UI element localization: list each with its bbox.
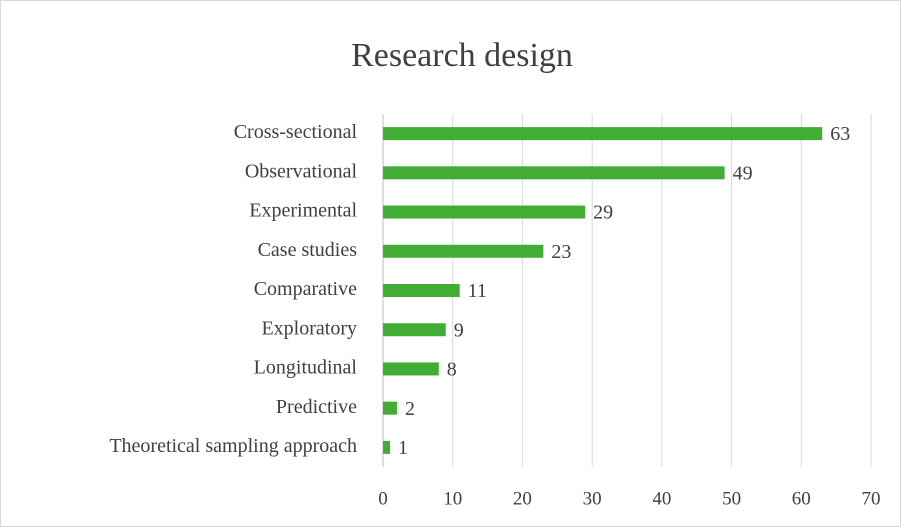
- y-tick-label: Theoretical sampling approach: [109, 435, 357, 457]
- bar: [383, 401, 397, 415]
- x-tick-label: 10: [443, 488, 462, 509]
- data-label: 49: [733, 162, 753, 184]
- data-label: 2: [405, 398, 415, 420]
- bar: [383, 205, 586, 219]
- y-tick-label: Experimental: [249, 200, 357, 222]
- data-label: 11: [468, 280, 487, 302]
- data-label: 8: [447, 359, 457, 381]
- x-tick-label: 70: [862, 488, 881, 509]
- y-tick-label: Exploratory: [261, 317, 357, 339]
- x-tick-label: 0: [378, 488, 388, 509]
- y-tick-label: Observational: [245, 160, 358, 182]
- data-label: 23: [551, 241, 571, 263]
- y-tick-label: Comparative: [254, 278, 357, 300]
- y-tick-label: Cross-sectional: [234, 121, 358, 143]
- bar: [383, 166, 725, 180]
- x-tick-label: 20: [513, 488, 532, 509]
- y-tick-label: Longitudinal: [254, 357, 358, 379]
- data-label: 29: [593, 202, 613, 224]
- chart-title: Research design: [351, 37, 573, 74]
- bar: [383, 323, 446, 337]
- bar: [383, 244, 544, 258]
- bar: [383, 284, 460, 297]
- y-tick-label: Case studies: [258, 239, 358, 261]
- bar: [383, 127, 823, 141]
- y-tick-label: Predictive: [276, 396, 357, 418]
- x-tick-label: 30: [583, 488, 602, 509]
- x-tick-label: 60: [792, 488, 811, 509]
- data-label: 9: [454, 319, 464, 341]
- bar: [383, 362, 439, 376]
- x-tick-label: 40: [652, 488, 671, 509]
- bar: [383, 440, 390, 454]
- data-label: 63: [830, 123, 850, 145]
- x-tick-label: 50: [722, 488, 741, 509]
- data-label: 1: [398, 437, 408, 459]
